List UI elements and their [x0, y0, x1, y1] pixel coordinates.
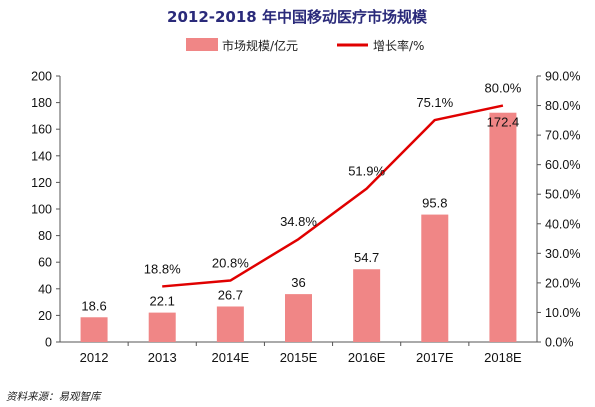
line-data-label: 51.9%	[348, 164, 385, 179]
left-tick-label: 200	[31, 70, 52, 84]
legend: 市场规模/亿元 增长率/%	[186, 38, 424, 53]
left-tick-label: 0	[45, 336, 52, 350]
right-axis-ticks: 0.0% 10.0% 20.0% 30.0% 40.0% 50.0% 60.0% 70.0% 8…	[537, 70, 580, 350]
growth-line	[162, 104, 504, 288]
bar-data-label: 36	[291, 275, 305, 290]
left-tick-label: 20	[38, 309, 52, 323]
bar-data-label: 26.7	[218, 287, 243, 302]
right-tick-label: 60.0%	[545, 158, 580, 172]
left-tick-label: 180	[31, 96, 52, 110]
bar	[80, 317, 108, 342]
x-tick-label: 2018E	[484, 350, 522, 365]
left-tick-label: 120	[31, 176, 52, 190]
bar	[148, 312, 176, 342]
x-tick-label: 2017E	[416, 350, 454, 365]
right-tick-label: 50.0%	[545, 188, 580, 202]
line-data-label: 18.8%	[144, 261, 181, 276]
legend-line-label: 增长率/%	[373, 38, 424, 53]
legend-bar-swatch	[186, 38, 218, 51]
bar	[216, 306, 244, 342]
x-tick-label: 2015E	[280, 350, 318, 365]
right-tick-label: 10.0%	[545, 306, 580, 320]
legend-bar-label: 市场规模/亿元	[222, 38, 298, 53]
right-tick-label: 40.0%	[545, 217, 580, 231]
bar	[489, 112, 517, 342]
bar-data-labels: 18.6 22.1 26.7 36 54.7 95.8 172.4	[81, 115, 519, 314]
left-tick-label: 80	[38, 229, 52, 243]
right-tick-label: 90.0%	[545, 70, 580, 84]
left-axis-ticks: 0 20 40 60 80 100 120 140 160 180 200	[31, 70, 60, 350]
bar-data-label: 18.6	[81, 298, 106, 313]
line-data-label: 75.1%	[416, 95, 453, 110]
x-axis-ticks: 2012 2013 2014E 2015E 2016E 2017E 2018E	[80, 342, 522, 365]
growth-line-series	[162, 104, 504, 288]
bar-data-label: 22.1	[150, 294, 175, 309]
right-tick-label: 80.0%	[545, 99, 580, 113]
right-tick-label: 30.0%	[545, 247, 580, 261]
bar	[421, 214, 449, 342]
right-tick-label: 70.0%	[545, 129, 580, 143]
chart-title: 2012-2018 年中国移动医疗市场规模	[167, 8, 428, 26]
bar-data-label: 95.8	[422, 196, 447, 211]
bar-data-label: 54.7	[354, 250, 379, 265]
source-note: 资料来源：易观智库	[6, 391, 102, 403]
line-data-label: 34.8%	[280, 214, 317, 229]
x-tick-label: 2014E	[212, 350, 250, 365]
x-tick-label: 2013	[148, 350, 177, 365]
left-tick-label: 140	[31, 149, 52, 163]
bar-series	[80, 112, 517, 342]
x-tick-label: 2012	[80, 350, 109, 365]
right-tick-label: 20.0%	[545, 276, 580, 290]
left-tick-label: 40	[38, 282, 52, 296]
left-tick-label: 100	[31, 203, 52, 217]
right-tick-label: 0.0%	[545, 336, 574, 350]
line-data-label: 80.0%	[484, 81, 521, 96]
bar	[353, 269, 381, 342]
line-data-label: 20.8%	[212, 256, 249, 271]
line-data-labels: 18.8% 20.8% 34.8% 51.9% 75.1% 80.0%	[144, 81, 522, 277]
bar	[285, 294, 312, 342]
left-tick-label: 160	[31, 123, 52, 137]
x-tick-label: 2016E	[348, 350, 386, 365]
left-tick-label: 60	[38, 256, 52, 270]
bar-data-label: 172.4	[487, 115, 520, 130]
